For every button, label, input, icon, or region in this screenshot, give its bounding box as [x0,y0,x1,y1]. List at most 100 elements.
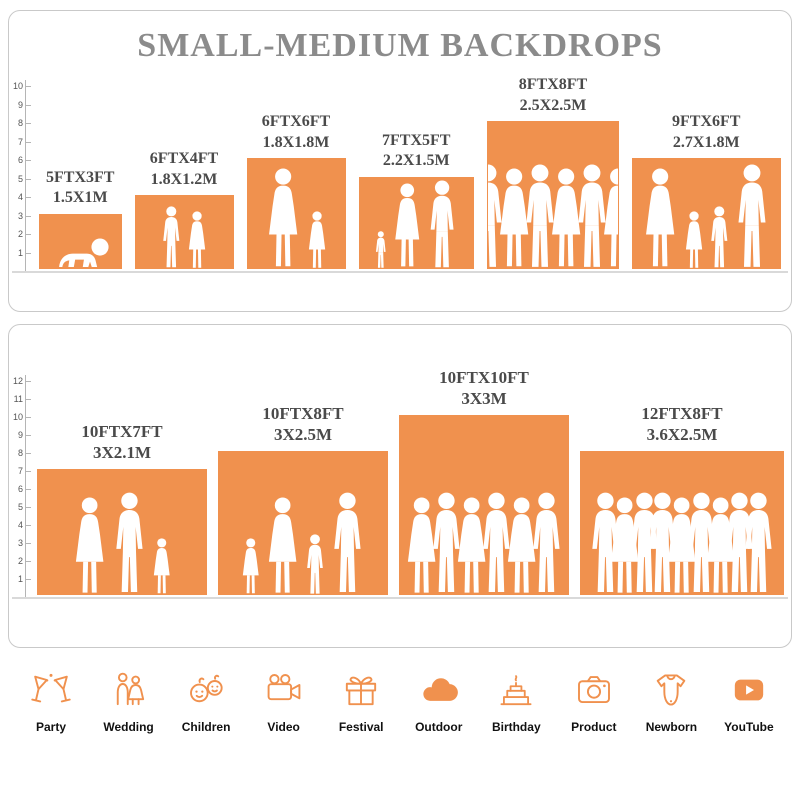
backdrop-size-ft: 10FTX10FT [439,367,529,387]
girl-silhouette [242,538,259,594]
ruler-tick-label: 1 [17,574,23,584]
page-title: SMALL-MEDIUM BACKDROPS [137,27,663,64]
woman-silhouette [499,168,528,267]
category-row: Party Wedding Children Video Festival Outdoor… [14,666,786,734]
category-label: Festival [338,720,384,734]
man-silhouette [533,492,560,593]
backdrop-label: 5FTX3FT 1.5X1M [46,168,114,209]
backdrop-bars: 5FTX3FT 1.5X1M 6FTX4FT 1.8X1.2M 6FTX6FT 1.8X1… [39,76,781,270]
ruler-tick [25,399,31,400]
girl-silhouette [188,211,205,268]
ruler-tick [25,197,31,198]
backdrop-size-m: 2.2X1.5M [382,152,450,170]
backdrop-label: 9FTX6FT 2.7X1.8M [672,112,740,153]
category-newborn: Newborn [634,666,708,734]
newborn-icon [651,666,691,710]
category-outdoor: Outdoor [402,666,476,734]
category-label: Wedding [103,720,154,734]
ruler-tick-label: 3 [17,210,23,221]
backdrop-size-m: 1.5X1M [52,189,108,207]
children-icon [186,666,226,710]
product-icon [574,666,614,710]
panel-medium-backdrops: 1 2 3 4 5 6 7 8 9 10 11 12 10FTX7FT 3X2.1M 10FTX8FT 3X2… [8,324,792,648]
ruler-tick-label: 5 [17,502,23,512]
backdrop-size-m: 2.7X1.8M [672,133,740,151]
ruler-tick [25,252,31,254]
man-silhouette [592,492,619,593]
backdrop-rect: 12FTX8FT 3.6X2.5M [580,404,784,595]
girl-silhouette [685,211,702,268]
backdrop-rect: 10FTX10FT 3X3M [399,368,569,595]
ruler-tick [25,453,31,454]
ruler-tick [25,234,31,235]
category-label: Outdoor [415,720,463,734]
man-silhouette [430,179,454,267]
ruler-axis [25,375,26,597]
backdrop-label: 10FTX8FT 3X2.5M [262,403,343,447]
figure-group [400,492,568,595]
backdrop-rect: 9FTX6FT 2.7X1.8M [632,113,781,270]
ruler-tick-label: 9 [17,430,23,440]
category-wedding: Wedding [92,666,166,734]
girl-silhouette [154,538,171,594]
video-icon [264,666,304,710]
backdrop-size-m: 3X2.1M [92,443,152,463]
woman-silhouette [394,183,419,267]
girl-silhouette [308,211,325,268]
ruler-tick-label: 1 [17,247,23,258]
man-silhouette [745,492,772,593]
ruler-tick [25,141,31,143]
category-label: Video [267,720,300,734]
ruler-tick [25,525,31,526]
man-silhouette [578,164,606,267]
ground-line [12,597,788,599]
backdrop-rect: 6FTX6FT 1.8X1.8M [246,113,346,269]
figure-group [38,492,206,595]
ruler-tick-label: 9 [17,99,23,110]
backdrop-size-m: 1.8X1.2M [150,170,218,188]
ruler-tick-label: 3 [17,538,23,548]
baby-silhouette [58,238,109,267]
ruler-tick-label: 8 [17,118,23,128]
ruler-tick [25,417,31,418]
boy-silhouette [307,534,324,594]
ruler-tick [25,123,31,124]
boy-silhouette [710,206,727,268]
ruler-tick-label: 12 [12,376,23,386]
youtube-icon [729,666,769,710]
backdrop-size-ft: 7FTX5FT [382,131,451,149]
ruler-tick [25,579,31,580]
ruler-tick-label: 4 [17,520,23,530]
backdrop-size-ft: 6FTX4FT [149,150,219,168]
backdrop-label: 6FTX6FT 1.8X1.8M [262,112,330,153]
woman-silhouette [269,497,297,593]
ruler-tick-label: 6 [17,484,23,494]
backdrop-label: 7FTX5FT 2.2X1.5M [382,131,450,172]
outdoor-icon [419,666,459,710]
backdrop-rect: 10FTX8FT 3X2.5M [218,404,388,595]
woman-silhouette [457,497,486,593]
backdrop-bars: 10FTX7FT 3X2.1M 10FTX8FT 3X2.5M 10FTX10FT 3X3… [37,368,784,595]
figure-group [633,164,780,270]
man-silhouette [738,164,766,267]
ruler-tick-label: 4 [17,192,23,202]
category-party: Party [14,666,88,734]
category-label: Party [35,720,67,734]
boy-silhouette [163,206,180,268]
wedding-icon [109,666,149,710]
backdrop-size-ft: 10FTX8FT [262,403,344,423]
backdrop-size-ft: 6FTX6FT [261,113,331,131]
category-video: Video [247,666,321,734]
category-birthday: Birthday [479,666,553,734]
woman-silhouette [76,497,104,593]
woman-silhouette [407,497,436,593]
ruler-tick-label: 7 [17,136,23,147]
woman-silhouette [611,497,639,593]
man-silhouette [433,492,460,593]
category-label: Product [571,720,617,734]
ruler-tick-label: 10 [12,412,23,422]
backdrop-rect: 8FTX8FT 2.5X2.5M [487,76,619,269]
ruler-tick-label: 5 [17,173,23,184]
ruler-tick [25,471,31,472]
backdrop-rect: 5FTX3FT 1.5X1M [39,169,122,269]
